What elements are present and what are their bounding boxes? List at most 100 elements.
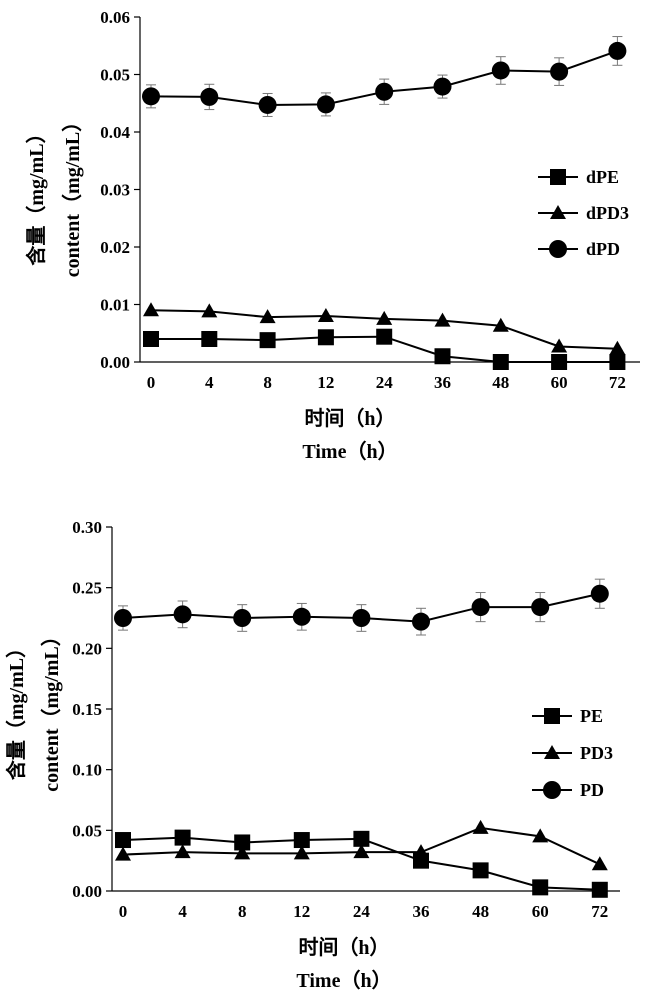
x-tick-label: 12 xyxy=(293,902,310,921)
data-point-dPD xyxy=(200,87,219,106)
x-tick-label: 72 xyxy=(591,902,608,921)
data-point-PD3 xyxy=(591,856,608,871)
data-point-PD3 xyxy=(234,845,251,860)
data-point-dPE xyxy=(376,328,393,345)
top-line-chart: 0.000.010.020.030.040.050.060 4 8 12 24 36 48 6… xyxy=(24,8,640,463)
legend-marker-dPE xyxy=(550,169,566,185)
x-axis-label-cn: 时间（h） xyxy=(304,407,395,430)
legend-marker-dPD xyxy=(549,240,567,258)
legend-label-PD3: PD3 xyxy=(580,743,613,763)
data-point-PD3 xyxy=(353,844,370,859)
data-point-PD xyxy=(531,598,550,617)
legend-marker-PD3 xyxy=(544,745,560,759)
data-point-PD3 xyxy=(115,846,131,861)
y-tick-label: 0.20 xyxy=(72,639,102,658)
data-point-dPD3 xyxy=(143,302,159,317)
x-tick-label: 8 xyxy=(263,373,272,392)
data-point-dPD3 xyxy=(551,338,568,353)
x-tick-label: 72 xyxy=(609,373,626,392)
data-point-dPD xyxy=(608,41,627,60)
data-point-dPD xyxy=(316,95,335,114)
x-axis-label-en: Time（h） xyxy=(302,440,397,463)
data-point-dPD xyxy=(433,77,452,96)
data-point-PE xyxy=(115,832,131,849)
data-point-PD xyxy=(114,609,132,627)
x-tick-label: 60 xyxy=(532,902,549,921)
data-point-PD3 xyxy=(293,845,310,860)
legend-marker-dPD3 xyxy=(550,205,566,219)
data-point-dPD xyxy=(375,82,394,101)
data-point-PD xyxy=(173,605,192,624)
data-point-dPE xyxy=(609,354,626,370)
x-tick-label: 24 xyxy=(376,373,394,392)
top-chart-panel: 0.00 0.01 0.02 0.03 0.04 0.05 0.06 0 4 8 12 24 36 48 6… xyxy=(0,0,651,480)
data-point-PD xyxy=(352,609,371,627)
data-point-PD3 xyxy=(532,828,549,843)
data-point-PE xyxy=(532,879,549,896)
data-point-PD3 xyxy=(174,844,191,859)
legend-marker-PE xyxy=(544,708,560,724)
y-tick-label: 0.30 xyxy=(72,518,102,537)
x-tick-label: 24 xyxy=(353,902,371,921)
legend-label-dPD3: dPD3 xyxy=(586,203,629,223)
x-tick-label: 36 xyxy=(413,902,430,921)
data-point-dPD xyxy=(258,95,277,114)
data-point-dPE xyxy=(492,354,509,370)
data-point-dPD3 xyxy=(201,303,218,318)
data-point-PD3 xyxy=(472,819,489,834)
x-tick-label: 48 xyxy=(492,373,509,392)
data-point-PD xyxy=(412,612,430,631)
data-point-dPD xyxy=(142,87,160,106)
data-point-PE xyxy=(293,832,310,849)
x-axis-label-cn: 时间（h） xyxy=(298,936,389,959)
y-axis-label-en: content（mg/mL） xyxy=(61,112,84,278)
y-tick-label: 0.00 xyxy=(100,353,130,372)
data-point-dPD3 xyxy=(376,310,393,325)
data-point-PE xyxy=(234,834,251,851)
data-point-PE xyxy=(174,829,191,846)
x-axis-label-en: Time（h） xyxy=(296,969,391,992)
x-tick-label: 4 xyxy=(178,902,187,921)
data-point-dPD3 xyxy=(434,312,451,327)
x-tick-label: 0 xyxy=(119,902,128,921)
x-tick-label: 0 xyxy=(147,373,156,392)
data-point-PD xyxy=(233,609,252,627)
legend-label-dPD: dPD xyxy=(586,239,620,259)
data-point-dPE xyxy=(551,354,568,370)
x-tick-label: 36 xyxy=(434,373,451,392)
data-point-PE xyxy=(353,830,370,847)
data-point-dPD3 xyxy=(492,317,509,332)
y-tick-label: 0.25 xyxy=(72,579,102,598)
legend-label-PE: PE xyxy=(580,706,603,726)
y-tick-label: 0.05 xyxy=(72,821,102,840)
legend-label-PD: PD xyxy=(580,780,604,800)
data-point-PD xyxy=(590,584,609,603)
x-tick-label: 4 xyxy=(205,373,214,392)
y-tick-label: 0.06 xyxy=(100,8,130,27)
data-point-PE xyxy=(591,881,608,898)
data-point-dPD3 xyxy=(609,340,626,355)
bottom-line-chart: 0.000.050.100.150.200.250.300 4 8 12 24 36 48 6… xyxy=(4,518,620,992)
y-tick-label: 0.02 xyxy=(100,238,130,257)
data-point-dPE xyxy=(201,331,218,347)
bottom-chart-panel: 0.00 0.05 0.10 0.15 0.20 0.25 0.30 0 4 8 12 24 36 48 6… xyxy=(0,500,651,1000)
data-point-dPE xyxy=(259,332,276,349)
data-point-PE xyxy=(472,862,489,879)
data-point-dPD3 xyxy=(317,308,334,322)
y-axis-label-cn: 含量（mg/mL） xyxy=(4,638,28,780)
y-tick-label: 0.04 xyxy=(100,123,130,142)
legend-label-dPE: dPE xyxy=(586,167,619,187)
y-tick-label: 0.03 xyxy=(100,181,130,200)
y-tick-label: 0.00 xyxy=(72,882,102,901)
y-tick-label: 0.01 xyxy=(100,296,130,315)
y-axis-label-en: content（mg/mL） xyxy=(40,626,63,792)
x-tick-label: 8 xyxy=(238,902,247,921)
legend-marker-PD xyxy=(543,781,561,799)
data-point-dPD xyxy=(491,61,510,80)
data-point-dPE xyxy=(317,329,334,346)
y-tick-label: 0.05 xyxy=(100,66,130,85)
data-point-PD xyxy=(471,598,490,617)
data-point-dPE xyxy=(434,348,451,365)
data-point-dPD3 xyxy=(259,309,276,324)
data-point-dPD xyxy=(550,62,569,81)
